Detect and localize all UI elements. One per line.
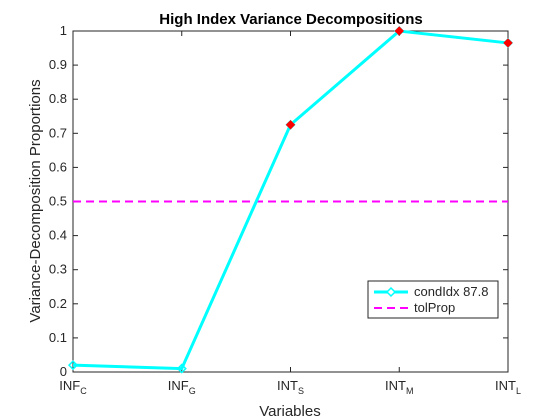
y-tick-label: 0.6 xyxy=(49,159,67,174)
y-tick-label: 0.5 xyxy=(49,194,67,209)
series-marker xyxy=(176,363,187,374)
y-tick-label: 1 xyxy=(60,23,67,38)
y-tick-label: 0.4 xyxy=(49,228,67,243)
x-tick-label: INFC xyxy=(59,378,87,396)
y-tick-label: 0.2 xyxy=(49,296,67,311)
x-tick-label: INFG xyxy=(168,378,196,396)
series-marker xyxy=(67,360,79,371)
plot-area: 0 0.1 0.2 0.3 0.4 0.5 0.6 0.7 0.8 0.9 1 INFC INFG INT… xyxy=(49,23,521,396)
legend-box xyxy=(367,280,499,319)
y-tick-label: 0 xyxy=(60,364,67,379)
y-tick-label: 0.8 xyxy=(49,91,67,106)
y-tick-label: 0.9 xyxy=(49,57,67,72)
x-axis-label: Variables xyxy=(259,403,320,420)
y-tick-label: 0.7 xyxy=(49,125,67,140)
x-tick-label: INTS xyxy=(277,378,304,396)
highlight-marker xyxy=(503,38,513,48)
x-tick-label: INTM xyxy=(385,378,413,396)
y-tick-label: 0.1 xyxy=(49,330,67,345)
y-axis-label: Variance-Decomposition Proportions xyxy=(27,79,44,322)
legend-series-label: condIdx 87.8 xyxy=(414,284,488,299)
legend-series-marker xyxy=(385,286,397,298)
chart-title: High Index Variance Decompositions xyxy=(159,11,422,28)
y-tick-label: 0.3 xyxy=(49,262,67,277)
x-tick-label: INTL xyxy=(495,378,521,396)
highlight-marker xyxy=(394,26,404,36)
highlight-marker xyxy=(285,120,296,130)
legend-threshold-label: tolProp xyxy=(414,300,455,315)
